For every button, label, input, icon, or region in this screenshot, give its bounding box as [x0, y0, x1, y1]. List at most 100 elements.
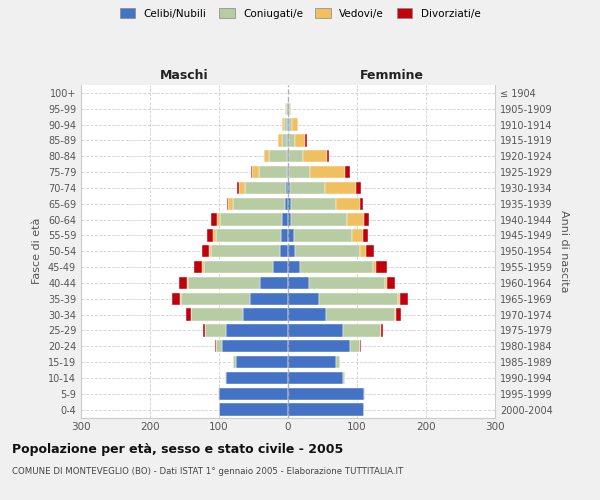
Bar	[236, 356, 288, 368]
Bar	[301, 261, 373, 274]
Bar	[305, 134, 307, 146]
Bar	[206, 229, 214, 241]
Bar	[395, 308, 401, 321]
Bar	[220, 214, 283, 226]
Y-axis label: Fasce di età: Fasce di età	[32, 218, 42, 284]
Bar	[202, 245, 209, 258]
Bar	[286, 102, 287, 115]
Bar	[288, 308, 326, 321]
Bar	[223, 340, 288, 352]
Bar	[288, 292, 319, 305]
Bar	[295, 134, 305, 146]
Bar	[325, 182, 356, 194]
Bar	[362, 229, 368, 241]
Bar	[211, 245, 280, 258]
Bar	[179, 276, 187, 289]
Bar	[295, 245, 361, 258]
Bar	[290, 182, 325, 194]
Bar	[352, 229, 362, 241]
Bar	[288, 340, 350, 352]
Bar	[215, 229, 281, 241]
Bar	[400, 292, 408, 305]
Bar	[356, 182, 361, 194]
Bar	[361, 245, 366, 258]
Bar	[273, 261, 288, 274]
Bar	[288, 150, 289, 162]
Bar	[233, 356, 236, 368]
Bar	[376, 261, 386, 274]
Bar	[187, 276, 188, 289]
Bar	[289, 166, 310, 178]
Bar	[264, 150, 269, 162]
Bar	[202, 261, 204, 274]
Bar	[217, 214, 220, 226]
Bar	[215, 340, 223, 352]
Bar	[344, 166, 350, 178]
Bar	[373, 261, 376, 274]
Bar	[284, 118, 287, 131]
Bar	[228, 198, 233, 210]
Bar	[328, 150, 329, 162]
Bar	[293, 229, 352, 241]
Bar	[280, 245, 288, 258]
Bar	[398, 292, 400, 305]
Bar	[288, 134, 289, 146]
Bar	[191, 308, 243, 321]
Bar	[285, 102, 286, 115]
Bar	[287, 166, 288, 178]
Bar	[285, 198, 288, 210]
Bar	[364, 388, 365, 400]
Bar	[288, 229, 293, 241]
Bar	[203, 324, 205, 336]
Bar	[360, 198, 363, 210]
Bar	[278, 134, 282, 146]
Bar	[226, 372, 288, 384]
Bar	[366, 245, 374, 258]
Bar	[288, 324, 343, 336]
Bar	[218, 388, 219, 400]
Bar	[211, 214, 217, 226]
Text: COMUNE DI MONTEVEGLIO (BO) - Dati ISTAT 1° gennaio 2005 - Elaborazione TUTTITALI: COMUNE DI MONTEVEGLIO (BO) - Dati ISTAT …	[12, 468, 403, 476]
Bar	[214, 229, 215, 241]
Bar	[364, 214, 370, 226]
Bar	[386, 276, 395, 289]
Bar	[343, 324, 381, 336]
Bar	[227, 198, 228, 210]
Bar	[326, 308, 395, 321]
Bar	[288, 356, 337, 368]
Bar	[292, 214, 347, 226]
Bar	[303, 150, 328, 162]
Bar	[288, 102, 289, 115]
Bar	[219, 404, 288, 416]
Bar	[259, 166, 287, 178]
Bar	[269, 150, 287, 162]
Bar	[381, 324, 383, 336]
Bar	[289, 118, 292, 131]
Text: Popolazione per età, sesso e stato civile - 2005: Popolazione per età, sesso e stato civil…	[12, 442, 343, 456]
Bar	[224, 372, 226, 384]
Bar	[289, 102, 290, 115]
Bar	[288, 404, 364, 416]
Bar	[243, 308, 288, 321]
Bar	[350, 340, 361, 352]
Bar	[282, 118, 284, 131]
Bar	[287, 102, 288, 115]
Text: Femmine: Femmine	[359, 69, 424, 82]
Bar	[288, 372, 343, 384]
Bar	[181, 292, 250, 305]
Bar	[288, 388, 364, 400]
Bar	[239, 182, 245, 194]
Bar	[260, 276, 288, 289]
Bar	[335, 198, 360, 210]
Bar	[289, 150, 303, 162]
Bar	[287, 150, 288, 162]
Bar	[252, 166, 259, 178]
Bar	[287, 134, 288, 146]
Bar	[290, 102, 292, 115]
Bar	[288, 261, 301, 274]
Legend: Celibi/Nubili, Coniugati/e, Vedovi/e, Divorziati/e: Celibi/Nubili, Coniugati/e, Vedovi/e, Di…	[116, 5, 484, 21]
Bar	[292, 118, 298, 131]
Bar	[288, 198, 291, 210]
Bar	[283, 214, 288, 226]
Bar	[281, 229, 288, 241]
